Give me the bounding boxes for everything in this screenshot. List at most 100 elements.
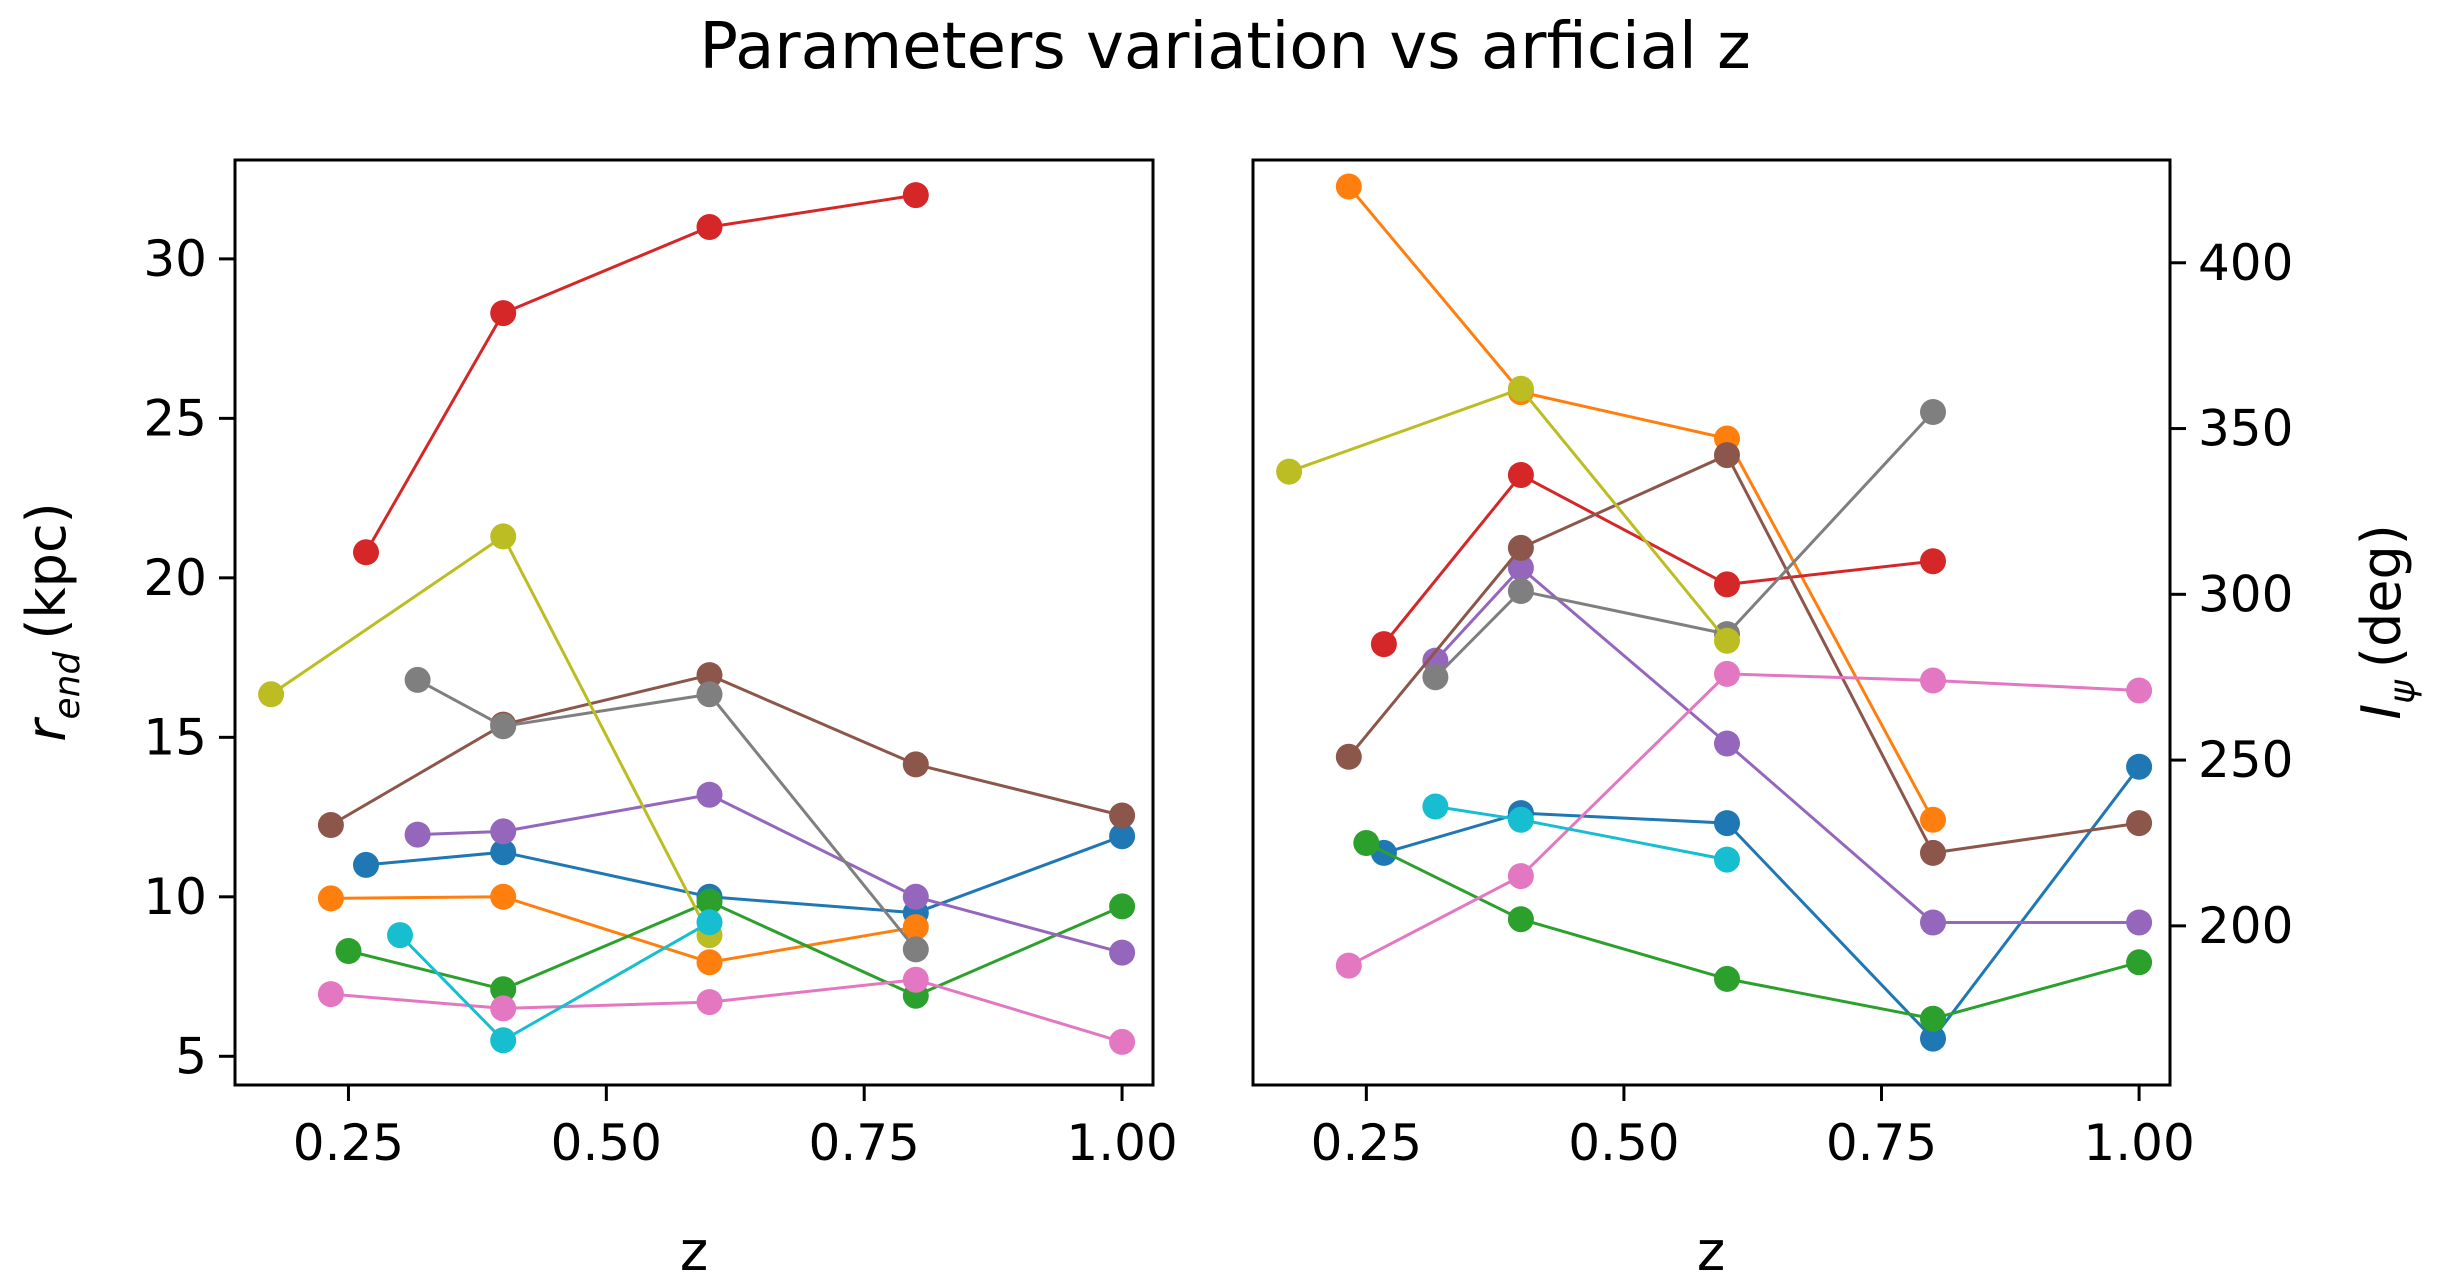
right-series-0-point-3 [1920,1025,1946,1052]
right-panel: z Iψ (deg) 0.25 0.50 0.75 1.00 200 250 300 350 40… [1251,158,2423,1280]
left-series-8-point-0 [258,681,285,708]
right-series-1-line [1347,185,1935,821]
left-series-9-line [398,920,711,1043]
right-series-2-line [1365,841,2140,1021]
right-series-3-point-3 [1920,548,1946,575]
right-series-5-point-2 [1714,442,1740,469]
right-xtick-label-2: 0.75 [1826,1114,1937,1172]
right-series-3-point-0 [1370,631,1397,658]
right-series-5-point-3 [1920,839,1946,866]
left-series-7-point-3 [902,936,929,963]
left-series-6-line [330,978,1123,1044]
left-series-9-point-2 [696,909,723,936]
right-series-5-point-0 [1335,743,1362,770]
left-xtick-label-1: 0.50 [551,1114,662,1172]
right-ylabel-unit: (deg) [2350,524,2413,668]
right-series-5-point-1 [1507,534,1534,561]
left-series-4-point-4 [1109,939,1136,966]
left-series-1-point-2 [696,949,723,976]
right-series-6-point-0 [1335,952,1362,979]
right-series-4-point-2 [1714,730,1740,757]
left-series-8-point-1 [490,523,517,550]
left-series-1-point-3 [902,914,929,941]
right-series-6-point-4 [2126,677,2153,704]
right-series-7-line [1434,410,1935,679]
left-xlabel: z [680,1220,708,1280]
left-series-3-point-2 [696,214,723,240]
right-series-5-line [1347,453,2140,855]
right-series-6-point-3 [1920,667,1946,694]
left-series-5-point-0 [317,812,344,838]
right-ylabel-symbol: I [2350,704,2413,720]
left-series-7-point-1 [490,713,517,740]
left-series-3-point-3 [902,182,929,209]
left-series-9-point-0 [387,922,413,949]
right-xlabel: z [1697,1220,1725,1280]
right-series-9-point-0 [1422,793,1449,820]
left-series-2-line [348,899,1123,998]
left-series-2-point-1 [490,976,517,1003]
left-series-0-line [365,834,1123,915]
left-series-6-point-4 [1109,1028,1136,1055]
left-series-1-point-0 [317,885,344,912]
left-series-5-point-4 [1109,802,1136,829]
right-series-0-point-2 [1714,810,1740,837]
left-series-7-point-2 [696,681,723,708]
left-series-0-point-0 [353,851,379,878]
left-series-1-line [330,895,917,964]
left-panel: z rend (kpc) 0.25 0.50 0.75 1.00 5 10 15 20 25 30 [15,158,1178,1280]
right-series-3-point-2 [1714,571,1740,598]
left-series-0-point-1 [490,839,517,866]
right-series-9-point-2 [1714,846,1740,873]
left-series-2-point-4 [1109,893,1136,920]
left-ylabel-unit: (kpc) [15,502,78,639]
left-series-5-point-2 [696,662,723,689]
left-series-1-point-1 [490,883,517,910]
left-xtick-label-3: 1.00 [1066,1114,1177,1172]
right-series-9-line [1435,805,1728,862]
left-series-3-point-1 [490,300,517,327]
left-axes-frame [233,158,1155,1087]
right-series-4-point-1 [1507,554,1534,581]
right-series-5-point-4 [2126,810,2153,837]
right-series-4-point-3 [1920,909,1946,936]
left-series-4-point-2 [696,781,723,808]
right-series-8-point-2 [1714,627,1740,654]
left-series-0-point-4 [1109,823,1136,850]
right-ytick-label-1: 250 [2198,731,2293,789]
right-series-0-point-4 [2126,753,2153,780]
right-series-7-point-3 [1920,399,1946,425]
left-series-3-point-0 [353,539,379,566]
right-series-3-point-1 [1507,462,1534,488]
left-series-6-point-3 [902,966,929,993]
right-series-2-point-2 [1714,965,1740,992]
right-series-1-point-3 [1920,806,1946,833]
right-xtick-label-1: 0.50 [1568,1114,1679,1172]
right-ytick-label-0: 200 [2198,897,2293,955]
left-series-2-point-2 [696,888,723,915]
right-ytick-label-2: 300 [2198,565,2293,623]
left-series-6-point-1 [490,995,517,1022]
right-series-8-point-1 [1507,375,1534,402]
right-ytick-label-4: 400 [2198,234,2293,292]
left-series-4-point-0 [404,821,431,848]
left-ytick-label-5: 30 [143,230,207,288]
right-xtick-label-3: 1.00 [2083,1114,2194,1172]
left-series-4-point-1 [490,818,517,845]
left-series-4-point-3 [902,883,929,910]
right-series-9-point-1 [1507,806,1534,833]
left-ytick-label-4: 25 [143,389,207,447]
right-series-2-point-0 [1353,830,1380,856]
left-series-6-point-2 [696,989,723,1016]
left-ytick-label-3: 20 [143,549,207,607]
left-xtick-label-2: 0.75 [809,1114,920,1172]
right-ytick-label-3: 350 [2198,400,2293,458]
left-ylabel-subscript: end [47,651,88,720]
left-series-7-line [416,678,917,951]
right-xtick-label-0: 0.25 [1311,1114,1422,1172]
figure-title: Parameters variation vs arficial z [699,10,1750,84]
right-series-3-line [1382,473,1934,646]
right-series-2-point-4 [2126,949,2153,976]
right-series-0-line [1383,765,2141,1041]
